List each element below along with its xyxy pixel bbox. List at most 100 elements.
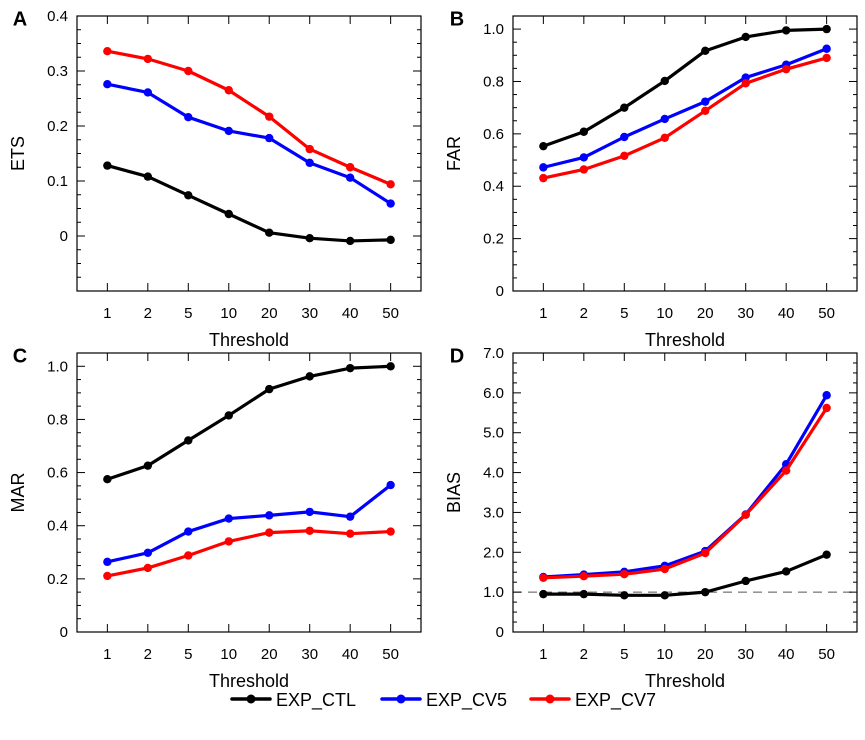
data-point-exp-cv5-a — [143, 88, 153, 97]
x-axis-title-a: Threshold — [209, 330, 289, 350]
data-point-exp-cv7-b — [741, 79, 750, 88]
data-point-exp-cv7-a — [305, 144, 314, 154]
panel-c: 0 0.2 0.4 0.6 0.8 1.0 1 2 5 10 20 30 40 50 Threshold MA… — [8, 345, 422, 691]
legend-label-exp-cv5: EXP_CV5 — [426, 690, 507, 711]
panel-b: 0 0.2 0.4 0.6 0.8 1.0 1 2 5 10 20 30 40 50 Threshold FA… — [444, 8, 858, 350]
data-point-exp-cv5-a — [265, 133, 274, 143]
data-point-exp-ctl-b — [620, 103, 629, 112]
plot-frame-a — [76, 15, 422, 292]
panel-label-b: B — [450, 8, 464, 30]
x-tick-label-a: 20 — [261, 305, 278, 322]
data-point-exp-cv7-d — [781, 466, 791, 475]
data-point-exp-cv7-d — [701, 548, 710, 558]
x-tick-label-c: 1 — [103, 646, 111, 663]
data-point-exp-cv7-a — [224, 86, 233, 95]
data-point-exp-ctl-b — [579, 127, 589, 136]
data-point-exp-ctl-a — [345, 236, 355, 246]
data-point-exp-cv5-c — [345, 512, 355, 521]
series-line-exp-ctl-a — [105, 164, 393, 243]
x-tick-label-a: 5 — [184, 305, 192, 322]
data-point-exp-ctl-c — [386, 362, 395, 371]
y-tick-label-d: 6.0 — [483, 385, 504, 402]
plot-frame-d — [512, 352, 858, 633]
data-point-exp-cv7-d — [579, 572, 589, 581]
series-line-exp-ctl-b — [541, 27, 829, 148]
x-tick-label-a: 1 — [103, 305, 111, 322]
x-tick-label-b: 10 — [656, 305, 673, 322]
x-axis-title-d: Threshold — [645, 671, 725, 691]
chart-panels: 00.10.20.30.41 2 5 10 20 30 40 50ThresholdETSA0… — [8, 8, 858, 691]
data-point-exp-ctl-b — [539, 141, 548, 151]
x-tick-label-d: 5 — [620, 646, 628, 663]
panel-d: 0 1.0 2.0 3.0 4.0 5.0 6.0 7.0 1 2 5 10 20 30 40 50 Thres… — [444, 345, 858, 691]
series-line-exp-cv7-d — [541, 406, 829, 580]
legend-marker-exp-ctl — [246, 694, 256, 704]
data-point-exp-ctl-a — [386, 235, 395, 245]
y-tick-label-c: 1.0 — [47, 358, 68, 375]
data-point-exp-cv7-c — [345, 529, 355, 538]
data-point-exp-ctl-a — [143, 172, 153, 181]
data-point-exp-cv5-b — [620, 132, 629, 142]
data-point-exp-ctl-c — [103, 475, 112, 484]
plot-frame-b — [512, 15, 858, 292]
legend-label-exp-ctl: EXP_CTL — [276, 690, 356, 711]
data-point-exp-cv5-d — [822, 391, 831, 400]
data-point-exp-cv5-c — [265, 511, 274, 520]
series-line-exp-cv7-a — [105, 49, 393, 186]
data-point-exp-ctl-a — [103, 161, 112, 170]
series-line-exp-cv5-b — [541, 47, 829, 169]
y-tick-label-b: 0.8 — [483, 73, 504, 90]
x-axis-title-b: Threshold — [645, 330, 725, 350]
data-point-exp-cv5-a — [224, 126, 233, 136]
x-tick-label-b: 20 — [697, 305, 714, 322]
data-point-exp-ctl-d — [579, 589, 589, 599]
y-tick-label-b: 1.0 — [483, 21, 504, 38]
data-point-exp-ctl-c — [184, 436, 193, 445]
data-point-exp-ctl-c — [224, 411, 233, 420]
y-tick-label-c: 0.8 — [47, 411, 68, 428]
series-line-exp-cv7-c — [105, 529, 393, 578]
y-tick-label-b: 0.2 — [483, 231, 504, 248]
x-tick-label-c: 5 — [184, 646, 192, 663]
x-tick-label-c: 2 — [144, 646, 152, 663]
x-tick-label-a: 10 — [220, 305, 237, 322]
legend-entry-exp-ctl: EXP_CTL — [230, 690, 356, 711]
data-point-exp-ctl-d — [539, 589, 548, 599]
x-tick-label-a: 50 — [382, 305, 399, 322]
y-tick-label-a: 0.2 — [47, 118, 68, 135]
data-point-exp-cv5-a — [386, 199, 395, 208]
x-tick-label-b: 5 — [620, 305, 628, 322]
data-point-exp-ctl-c — [265, 384, 274, 394]
x-tick-label-d: 20 — [697, 646, 714, 663]
data-point-exp-cv7-d — [741, 510, 750, 520]
y-axis-title-a: ETS — [8, 136, 28, 171]
x-tick-label-c: 10 — [220, 646, 237, 663]
data-point-exp-ctl-b — [660, 76, 669, 86]
data-point-exp-cv5-b — [579, 153, 589, 162]
data-point-exp-ctl-d — [781, 567, 791, 576]
panel-label-c: C — [13, 345, 27, 367]
data-point-exp-cv7-c — [143, 563, 153, 573]
x-tick-label-b: 40 — [778, 305, 795, 322]
data-point-exp-ctl-a — [265, 228, 274, 237]
data-point-exp-cv5-c — [305, 507, 314, 517]
x-tick-label-d: 10 — [656, 646, 673, 663]
panel-label-a: A — [13, 8, 27, 30]
data-point-exp-cv7-b — [579, 165, 589, 174]
x-tick-label-d: 2 — [580, 646, 588, 663]
data-point-exp-ctl-a — [184, 191, 193, 200]
data-point-exp-ctl-c — [305, 372, 314, 381]
x-tick-label-c: 40 — [342, 646, 359, 663]
x-tick-label-b: 1 — [539, 305, 547, 322]
y-tick-label-a: 0.4 — [47, 8, 68, 25]
data-point-exp-ctl-d — [741, 576, 750, 586]
data-point-exp-ctl-d — [822, 550, 831, 559]
data-point-exp-cv5-a — [103, 80, 112, 89]
data-point-exp-ctl-b — [822, 24, 831, 34]
data-point-exp-cv7-a — [184, 66, 193, 76]
x-tick-label-b: 2 — [580, 305, 588, 322]
data-point-exp-ctl-d — [701, 587, 710, 597]
series-line-exp-cv7-b — [541, 56, 829, 180]
x-tick-label-b: 50 — [818, 305, 835, 322]
y-tick-label-d: 1.0 — [483, 584, 504, 601]
